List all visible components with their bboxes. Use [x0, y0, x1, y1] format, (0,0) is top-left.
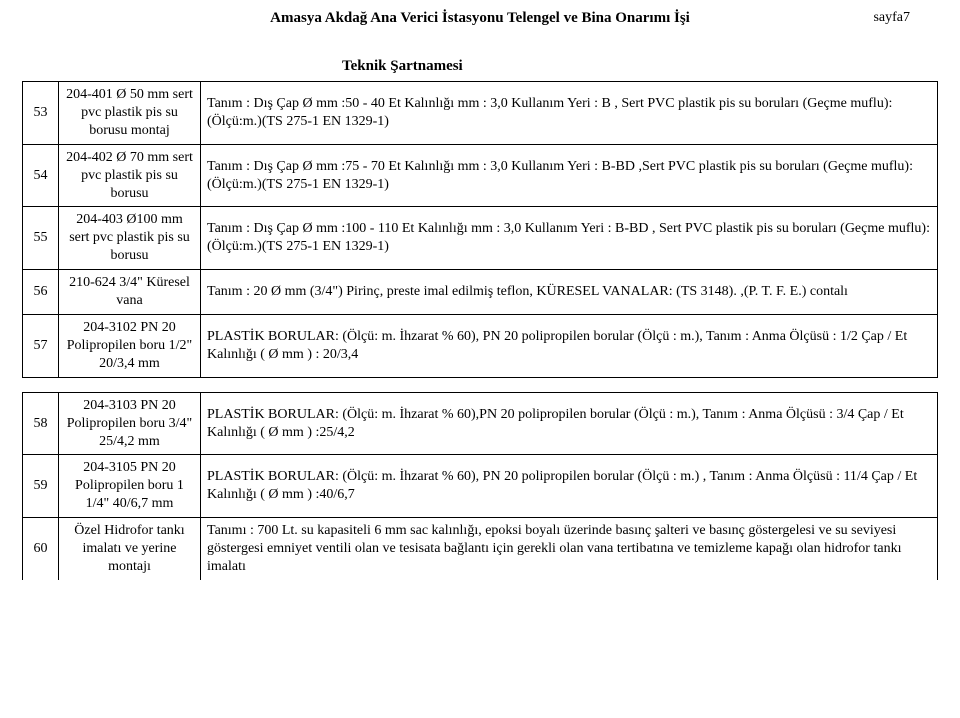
row-item: 204-3105 PN 20 Polipropilen boru 1 1/4" …: [59, 455, 201, 518]
spec-table-top: 53 204-401 Ø 50 mm sert pvc plastik pis …: [22, 81, 938, 378]
table-row: 55 204-403 Ø100 mm sert pvc plastik pis …: [23, 207, 938, 270]
row-desc: PLASTİK BORULAR: (Ölçü: m. İhzarat % 60)…: [201, 455, 938, 518]
row-desc: Tanım : Dış Çap Ø mm :100 - 110 Et Kalın…: [201, 207, 938, 270]
row-number: 60: [23, 518, 59, 580]
header-row: Amasya Akdağ Ana Verici İstasyonu Teleng…: [22, 10, 938, 34]
table-gap: [22, 378, 938, 392]
table-row: 59 204-3105 PN 20 Polipropilen boru 1 1/…: [23, 455, 938, 518]
row-number: 58: [23, 392, 59, 455]
row-desc: PLASTİK BORULAR: (Ölçü: m. İhzarat % 60)…: [201, 392, 938, 455]
row-item: 204-401 Ø 50 mm sert pvc plastik pis su …: [59, 82, 201, 145]
page-number: sayfa7: [873, 10, 910, 26]
row-item: 204-3102 PN 20 Polipropilen boru 1/2" 20…: [59, 314, 201, 377]
row-item: 204-3103 PN 20 Polipropilen boru 3/4" 25…: [59, 392, 201, 455]
row-number: 57: [23, 314, 59, 377]
page: Amasya Akdağ Ana Verici İstasyonu Teleng…: [0, 0, 960, 718]
row-item: Özel Hidrofor tankı imalatı ve yerine mo…: [59, 518, 201, 580]
table-row: 57 204-3102 PN 20 Polipropilen boru 1/2"…: [23, 314, 938, 377]
row-number: 59: [23, 455, 59, 518]
row-number: 53: [23, 82, 59, 145]
document-title: Amasya Akdağ Ana Verici İstasyonu Teleng…: [270, 10, 690, 27]
table-row: 56 210-624 3/4" Küresel vana Tanım : 20 …: [23, 270, 938, 315]
row-desc: Tanım : Dış Çap Ø mm :75 - 70 Et Kalınlı…: [201, 144, 938, 207]
row-desc: Tanımı : 700 Lt. su kapasiteli 6 mm sac …: [201, 518, 938, 580]
row-item: 204-403 Ø100 mm sert pvc plastik pis su …: [59, 207, 201, 270]
section-subtitle: Teknik Şartnamesi: [342, 58, 938, 75]
row-item: 204-402 Ø 70 mm sert pvc plastik pis su …: [59, 144, 201, 207]
row-number: 55: [23, 207, 59, 270]
row-number: 56: [23, 270, 59, 315]
table-row: 60 Özel Hidrofor tankı imalatı ve yerine…: [23, 518, 938, 580]
table-row: 58 204-3103 PN 20 Polipropilen boru 3/4"…: [23, 392, 938, 455]
row-item: 210-624 3/4" Küresel vana: [59, 270, 201, 315]
row-number: 54: [23, 144, 59, 207]
spec-table-bottom: 58 204-3103 PN 20 Polipropilen boru 3/4"…: [22, 392, 938, 580]
table-row: 53 204-401 Ø 50 mm sert pvc plastik pis …: [23, 82, 938, 145]
row-desc: PLASTİK BORULAR: (Ölçü: m. İhzarat % 60)…: [201, 314, 938, 377]
row-desc: Tanım : 20 Ø mm (3/4") Pirinç, preste im…: [201, 270, 938, 315]
table-row: 54 204-402 Ø 70 mm sert pvc plastik pis …: [23, 144, 938, 207]
row-desc: Tanım : Dış Çap Ø mm :50 - 40 Et Kalınlı…: [201, 82, 938, 145]
